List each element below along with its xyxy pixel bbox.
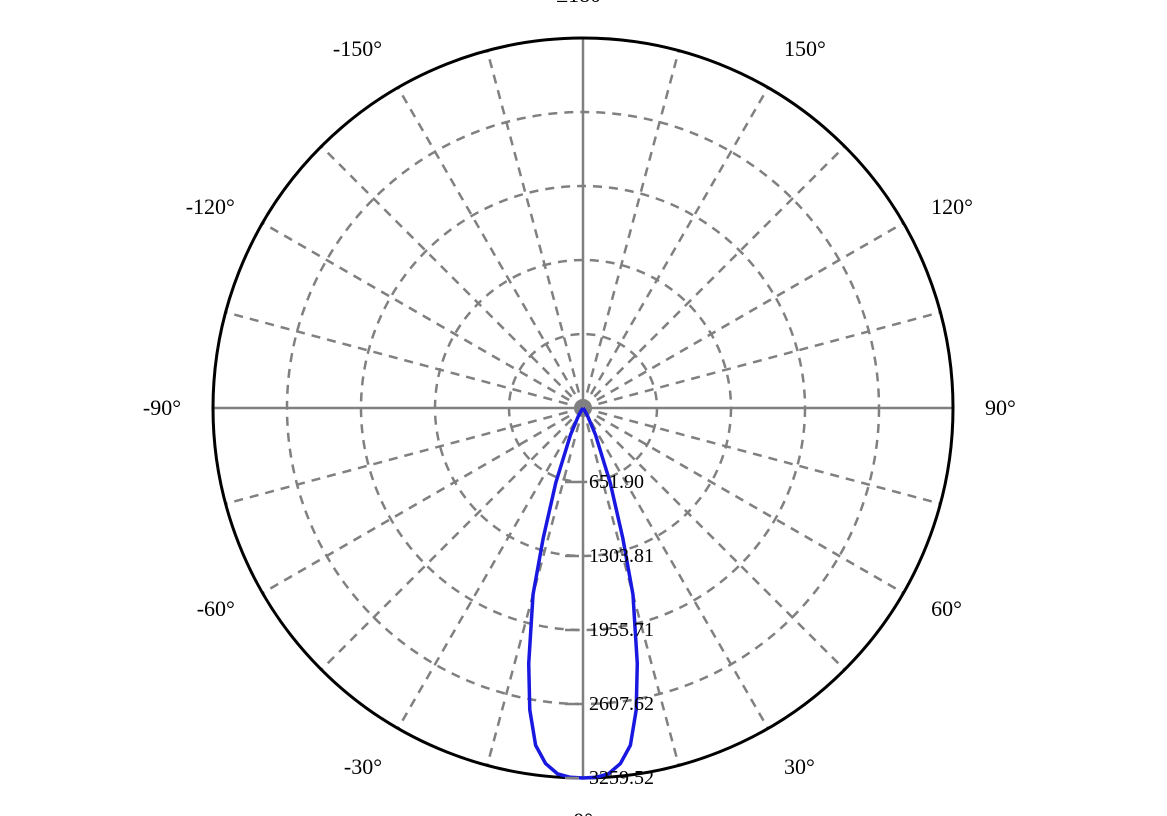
angle-label: 120°: [931, 194, 973, 219]
angle-label: -120°: [186, 194, 235, 219]
grid-spoke: [263, 408, 583, 593]
radial-tick-label: 2607.62: [589, 693, 654, 715]
angle-label: 150°: [784, 36, 826, 61]
angle-label: -90°: [143, 395, 181, 420]
grid-spoke: [321, 146, 583, 408]
grid-spoke: [398, 88, 583, 408]
grid-spoke: [263, 223, 583, 408]
grid-spoke: [583, 146, 845, 408]
grid-spoke: [583, 88, 768, 408]
polar-svg: 651.90 1303.81 1955.71 2607.62 3259.52 ±180° -…: [0, 0, 1167, 816]
angle-label: 60°: [931, 596, 962, 621]
radial-tick-label: 651.90: [589, 471, 644, 493]
angle-label: 0°: [573, 808, 593, 816]
radial-tick-label: 1955.71: [589, 619, 654, 641]
angle-label: 30°: [784, 754, 815, 779]
grid-spoke: [583, 223, 903, 408]
angle-label: -60°: [197, 596, 235, 621]
grid-spoke: [583, 312, 940, 408]
radial-labels: 651.90 1303.81 1955.71 2607.62 3259.52: [565, 471, 654, 789]
angle-label: -30°: [344, 754, 382, 779]
grid-spoke: [398, 408, 583, 728]
radial-tick-label: 3259.52: [589, 767, 654, 789]
grid-spoke: [226, 312, 583, 408]
grid-spoke: [583, 51, 679, 408]
radial-tick-label: 1303.81: [589, 545, 654, 567]
grid-spoke: [226, 408, 583, 504]
grid-spoke: [583, 408, 768, 728]
angle-label: -150°: [333, 36, 382, 61]
angle-label: ±180°: [556, 0, 610, 7]
angle-label: 90°: [985, 395, 1016, 420]
polar-chart: 651.90 1303.81 1955.71 2607.62 3259.52 ±180° -…: [0, 0, 1167, 816]
grid-spoke: [487, 51, 583, 408]
